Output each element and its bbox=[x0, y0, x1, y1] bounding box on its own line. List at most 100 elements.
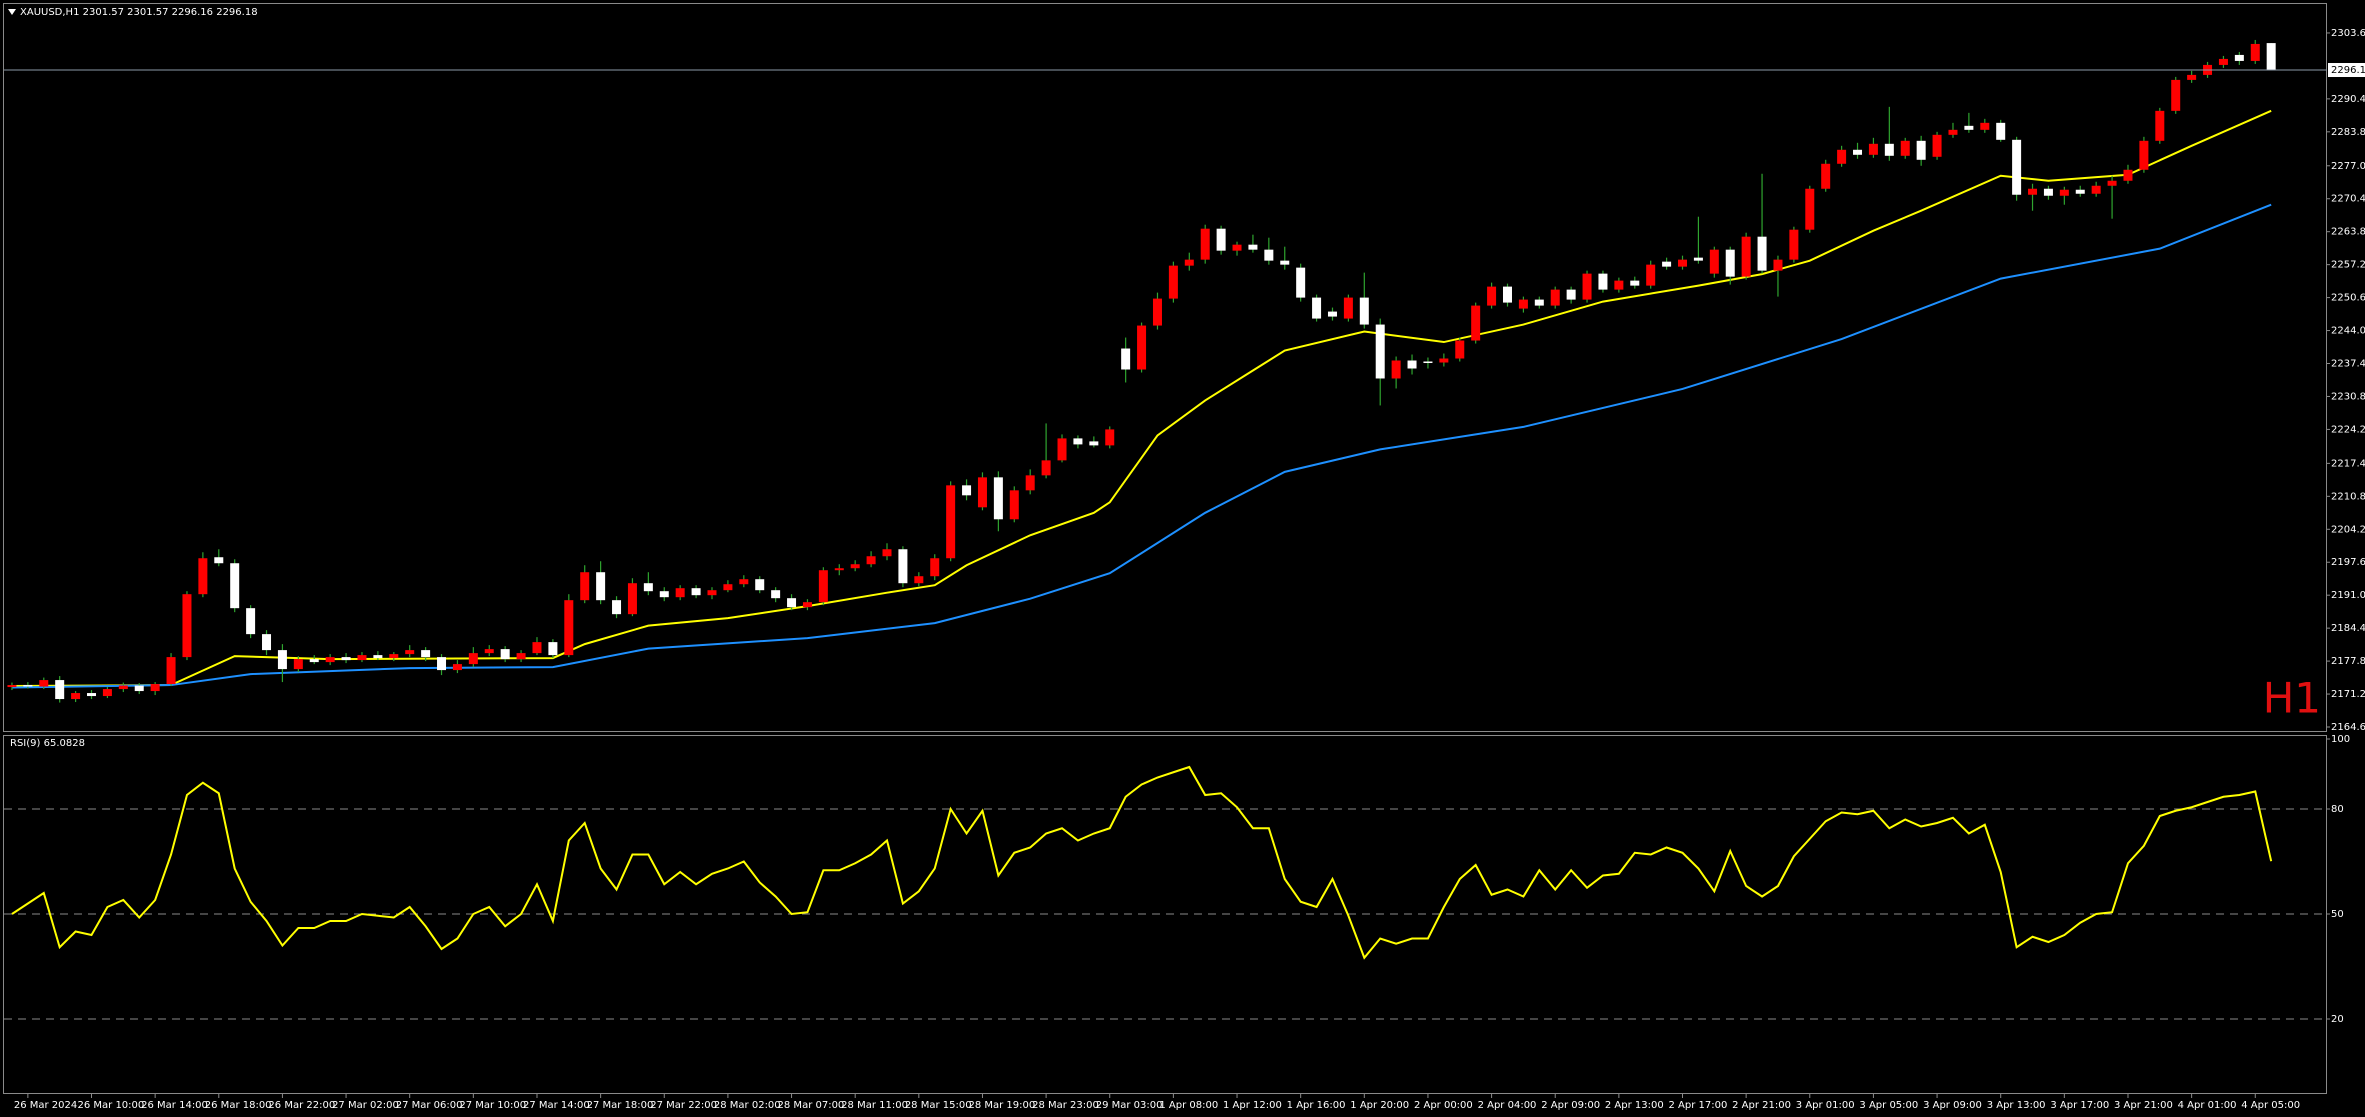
candle-body bbox=[1200, 228, 1210, 260]
candle-body bbox=[1168, 265, 1178, 299]
candle-body bbox=[262, 634, 272, 651]
candle-body bbox=[1455, 340, 1465, 359]
candle-body bbox=[134, 685, 144, 692]
candle-body bbox=[230, 563, 240, 609]
candle-body bbox=[1853, 149, 1863, 155]
y-tick-label: 2257.20 bbox=[2331, 260, 2365, 271]
x-tick-label: 3 Apr 09:00 bbox=[1923, 1100, 1982, 1111]
candle-body bbox=[1057, 438, 1067, 461]
candle-body bbox=[580, 572, 590, 601]
candle-body bbox=[198, 558, 208, 595]
x-tick-label: 3 Apr 05:00 bbox=[1859, 1100, 1918, 1111]
x-tick-label: 26 Mar 14:00 bbox=[141, 1100, 208, 1111]
candle-body bbox=[564, 600, 574, 656]
candle-body bbox=[1184, 259, 1194, 266]
candle-body bbox=[1821, 163, 1831, 189]
x-tick-label: 1 Apr 16:00 bbox=[1287, 1100, 1346, 1111]
candle-body bbox=[866, 556, 876, 565]
candle-body bbox=[405, 650, 415, 655]
candle-body bbox=[1773, 259, 1783, 271]
x-tick-label: 28 Mar 19:00 bbox=[968, 1100, 1035, 1111]
candle-body bbox=[2250, 43, 2260, 61]
candle-body bbox=[23, 685, 33, 687]
candle-body bbox=[1868, 143, 1878, 155]
x-tick-label: 27 Mar 14:00 bbox=[523, 1100, 590, 1111]
candle-body bbox=[277, 650, 287, 670]
candle-body bbox=[71, 693, 81, 700]
moving-average bbox=[11, 109, 2272, 688]
candle-body bbox=[1391, 360, 1401, 379]
candle-body bbox=[2266, 43, 2276, 71]
y-tick-label: 2164.60 bbox=[2331, 722, 2365, 733]
candle-body bbox=[1518, 299, 1528, 309]
x-tick-label: 2 Apr 09:00 bbox=[1541, 1100, 1600, 1111]
candle-body bbox=[309, 659, 319, 663]
candle-body bbox=[1296, 267, 1306, 298]
candle-body bbox=[1709, 249, 1719, 274]
candle-body bbox=[1805, 188, 1815, 230]
candle-body bbox=[1964, 125, 1974, 130]
candle-body bbox=[2043, 188, 2053, 196]
candle-body bbox=[102, 689, 112, 697]
y-tick-label: 2210.80 bbox=[2331, 491, 2365, 502]
y-tick-label: 2204.20 bbox=[2331, 524, 2365, 535]
candle-body bbox=[962, 485, 972, 496]
candle-body bbox=[834, 568, 844, 571]
candle-body bbox=[2012, 139, 2022, 195]
candle-body bbox=[1073, 438, 1083, 445]
candle-body bbox=[2171, 79, 2181, 111]
x-tick-label: 27 Mar 18:00 bbox=[587, 1100, 654, 1111]
candle-body bbox=[1121, 348, 1131, 370]
y-tick-label: 2197.60 bbox=[2331, 557, 2365, 568]
candle-body bbox=[55, 680, 65, 700]
candle-body bbox=[1916, 140, 1926, 160]
period-label: H1 bbox=[2263, 674, 2321, 723]
candle-body bbox=[1327, 311, 1337, 317]
candle-body bbox=[930, 558, 940, 577]
candle-body bbox=[1678, 259, 1688, 267]
y-tick-label: 2184.40 bbox=[2331, 623, 2365, 634]
candle-body bbox=[2091, 185, 2101, 194]
candle-body bbox=[1630, 280, 1640, 286]
x-tick-label: 1 Apr 12:00 bbox=[1223, 1100, 1282, 1111]
x-tick-label: 29 Mar 03:00 bbox=[1096, 1100, 1163, 1111]
candle-body bbox=[1662, 261, 1672, 267]
candle-body bbox=[1312, 297, 1322, 319]
candle-body bbox=[1598, 273, 1608, 290]
y-tick-label: 2230.80 bbox=[2331, 391, 2365, 402]
candle-body bbox=[1487, 286, 1497, 306]
candle-body bbox=[468, 653, 478, 665]
candle-body bbox=[1996, 122, 2006, 140]
x-tick-label: 2 Apr 21:00 bbox=[1732, 1100, 1791, 1111]
candle-body bbox=[818, 570, 828, 603]
x-tick-label: 26 Mar 22:00 bbox=[268, 1100, 335, 1111]
y-tick-label: 2277.00 bbox=[2331, 161, 2365, 172]
candle-body bbox=[1900, 140, 1910, 156]
candle-body bbox=[1614, 280, 1624, 290]
candle-body bbox=[1566, 289, 1576, 300]
candle-body bbox=[341, 657, 351, 661]
x-tick-label: 26 Mar 10:00 bbox=[78, 1100, 145, 1111]
y-tick-label: 2244.00 bbox=[2331, 326, 2365, 337]
candle-body bbox=[357, 655, 367, 661]
candle-body bbox=[166, 657, 176, 685]
y-tick-label: 2290.40 bbox=[2331, 94, 2365, 105]
x-tick-label: 28 Mar 15:00 bbox=[905, 1100, 972, 1111]
candle-body bbox=[2218, 58, 2228, 65]
candle-body bbox=[1089, 441, 1099, 446]
candle-body bbox=[325, 657, 335, 663]
candle-body bbox=[850, 564, 860, 569]
candle-body bbox=[612, 600, 622, 615]
candle-body bbox=[7, 685, 17, 688]
y-tick-label: 2303.60 bbox=[2331, 28, 2365, 39]
candle-body bbox=[802, 602, 812, 608]
y-tick-label: 2224.20 bbox=[2331, 424, 2365, 435]
collapse-icon[interactable] bbox=[8, 9, 16, 15]
current-price-tag bbox=[2328, 63, 2365, 78]
candle-body bbox=[787, 598, 797, 608]
candle-body bbox=[1550, 289, 1560, 306]
candle-body bbox=[452, 664, 462, 671]
plot-layer: 2303.60 2290.40 2283.80 2277.00 2270.40 2263.… bbox=[4, 28, 2365, 1111]
